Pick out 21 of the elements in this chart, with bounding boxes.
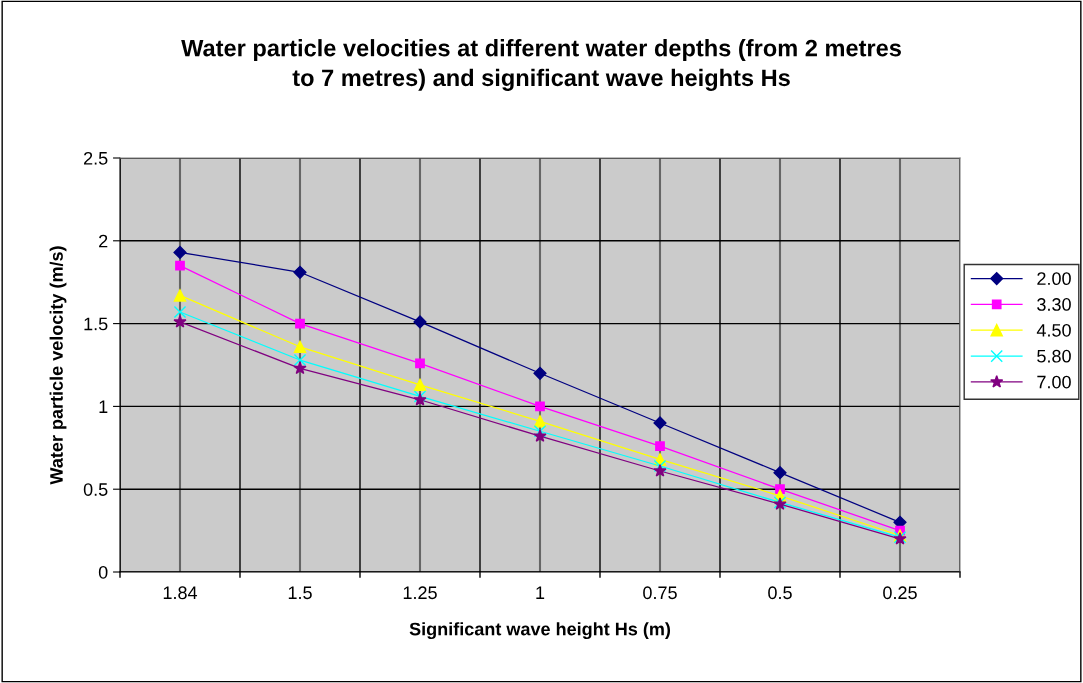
chart-title: Water particle velocities at different water depths (from 2 metres to 7 metres) and significant wave heights Hs [181, 39, 901, 91]
y-tick-label: 2.5 [84, 151, 108, 165]
x-tick-label: 1.84 [163, 586, 198, 600]
x-tick-label: 0.25 [883, 586, 917, 600]
y-tick-label: 2 [99, 234, 108, 248]
x-tick-label: 1 [536, 586, 545, 599]
legend-label: 3.30 [1037, 298, 1071, 311]
y-tick-label: 0.5 [83, 483, 108, 496]
x-tick-label: 0.5 [768, 586, 792, 600]
y-tick-label: 0 [98, 565, 108, 579]
legend-label: 5.80 [1037, 349, 1071, 363]
legend-label: 7.00 [1037, 375, 1071, 389]
x-axis-title: Significant wave height Hs (m) [409, 622, 671, 640]
y-tick-label: 1 [99, 400, 108, 413]
y-tick-label: 1.5 [84, 317, 108, 331]
x-tick-label: 1.5 [288, 586, 312, 600]
legend-label: 4.50 [1036, 323, 1071, 337]
x-tick-label: 0.75 [643, 586, 677, 600]
legend-label: 2.00 [1037, 272, 1071, 286]
x-tick-label: 1.25 [403, 586, 437, 600]
y-axis-title: Water particle velocity (m/s) [49, 246, 67, 485]
